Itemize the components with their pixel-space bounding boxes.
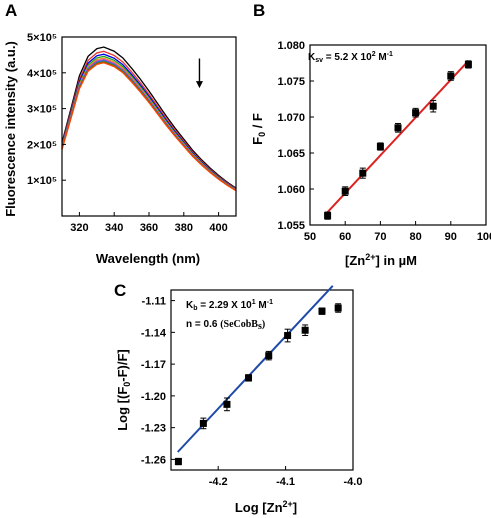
panel-a-spectrum-5: [61, 57, 237, 191]
panel-c-y-axis-label: Log [(F0-F)/F]: [115, 349, 132, 431]
panel-b-x-tick-label: 50: [304, 231, 316, 243]
panel-a-y-tick-label: 4×10⁵: [27, 68, 57, 80]
panel-a-spectrum-1: [61, 46, 237, 189]
panel-c-y-tick-label: -1.14: [141, 327, 167, 339]
panel-b-data-point: [412, 109, 420, 117]
panel-b-data-point: [394, 124, 402, 132]
panel-b-plot-frame: [309, 44, 487, 226]
panel-c-y-tick-label: -1.23: [141, 423, 166, 435]
panel-a-spectrum-3: [61, 53, 237, 190]
panel-a-letter: A: [5, 1, 17, 20]
panel-c-points: [174, 303, 342, 466]
panel-a-y-tick-label: 5×10⁵: [27, 32, 57, 44]
panel-c-data-point: [199, 419, 207, 427]
panel-b-x-tick-label: 70: [374, 231, 386, 243]
panel-c-data-point: [318, 307, 326, 315]
panel-c-n-annotation: n = 0.6 (SeCobBs): [186, 319, 265, 332]
panel-b-x-tick-label: 60: [339, 231, 351, 243]
panel-c-y-tick-label: -1.17: [141, 359, 166, 371]
panel-c: C -4.2 -4.1 -4.0-1.26-1.23-1.20-1.17-1.14-…: [114, 281, 362, 515]
panel-b-data-point: [359, 169, 367, 177]
panel-c-data-point: [265, 352, 273, 360]
panel-b-ksv-annotation: Ksv = 5.2 X 102 M-1: [308, 51, 393, 64]
panel-a-x-tick-label: 320: [70, 222, 88, 234]
panel-c-data-point: [245, 374, 253, 382]
panel-c-x-tick-label: -4.0: [344, 476, 363, 488]
panel-b-y-tick-label: 1.075: [277, 76, 305, 88]
panel-a-arrow-head: [195, 81, 203, 89]
panel-a-x-tick-label: 380: [175, 222, 193, 234]
panel-b-y-tick-label: 1.080: [277, 40, 305, 52]
panel-b-data-point: [324, 212, 332, 220]
panel-c-y-tick-label: -1.20: [141, 391, 166, 403]
panel-b-y-axis-label: F0 / F: [250, 113, 267, 145]
panel-c-y-tick-label: -1.26: [141, 454, 166, 466]
panel-a-spectrum-8: [61, 61, 237, 192]
panel-c-data-point: [284, 332, 292, 340]
panel-b-x-tick-label: 80: [409, 231, 421, 243]
panel-b-data-point: [341, 187, 349, 195]
panel-b-data-point: [429, 102, 437, 110]
panel-a-y-tick-label: 1×10⁵: [27, 175, 57, 187]
panel-c-x-axis-label: Log [Zn2+]: [235, 499, 297, 515]
panel-b-y-tick-label: 1.070: [277, 112, 305, 124]
panel-c-data-point: [223, 400, 231, 408]
panel-b-fit-line: [326, 60, 470, 213]
panel-b-axes: 50 60 70 80 90 100 1.055 1.060 1.065 1.070 1.075 1.…: [277, 40, 491, 243]
panel-a-spectrum-6: [61, 58, 237, 191]
panel-a-axes: 320 340 360 380 400 1×10⁵ 2×10⁵ 3×10⁵ 4×10⁵ 5×10⁵: [27, 32, 237, 234]
panel-b-y-tick-label: 1.065: [277, 148, 305, 160]
panel-a-x-axis-label: Wavelength (nm): [96, 251, 200, 266]
panel-a-spectrum-7: [61, 59, 237, 191]
panel-a: A 320 340 360 380 400 1×10⁵ 2×10⁵ 3×10⁵ 4×10⁵ 5×1…: [3, 1, 237, 266]
panel-a-y-tick-label: 2×10⁵: [27, 139, 57, 151]
panel-c-data-point: [301, 326, 309, 334]
panel-a-curves: [61, 46, 237, 192]
panel-b-y-tick-label: 1.055: [277, 220, 305, 232]
panel-c-data-point: [334, 304, 342, 312]
panel-c-y-tick-label: -1.11: [142, 296, 166, 308]
panel-c-axes: -4.2 -4.1 -4.0 -1.26 -1.23 -1.20 -1.17 -1.14 -1.…: [141, 289, 363, 488]
panel-c-plot-frame: [170, 289, 354, 471]
panel-a-spectrum-9: [61, 62, 237, 192]
panel-c-x-tick-label: -4.1: [276, 476, 295, 488]
panel-b-x-axis-label: [Zn2+] in µM: [345, 252, 417, 268]
panel-a-y-tick-label: 3×10⁵: [27, 104, 57, 116]
panel-b-data-point: [464, 60, 472, 68]
panel-b-x-tick-label: 100: [477, 231, 491, 243]
panel-c-kb-annotation: Kb = 2.29 X 101 M-1: [186, 299, 273, 312]
panel-a-x-tick-label: 400: [209, 222, 227, 234]
panel-c-data-point: [174, 458, 182, 466]
panel-a-arrow: [195, 58, 203, 89]
panel-c-x-tick-label: -4.2: [209, 476, 228, 488]
panel-b-data-point: [376, 143, 384, 151]
panel-c-letter: C: [114, 281, 126, 300]
panel-a-x-tick-label: 360: [140, 222, 158, 234]
panel-a-y-axis-label: Fluorescence intensity (a.u.): [3, 41, 18, 217]
panel-a-x-tick-label: 340: [105, 222, 123, 234]
panel-b-data-point: [447, 72, 455, 80]
panel-b-x-tick-label: 90: [445, 231, 457, 243]
panel-a-spectrum-4: [61, 55, 237, 191]
panel-b-letter: B: [253, 1, 265, 20]
panel-b-points: [324, 60, 472, 220]
panel-b-y-tick-label: 1.060: [277, 184, 305, 196]
panel-b-fit: [326, 60, 470, 213]
panel-b: B 50 60 70 80 90 100 1.055 1.060 1.065 1.070 1.075…: [250, 1, 491, 268]
